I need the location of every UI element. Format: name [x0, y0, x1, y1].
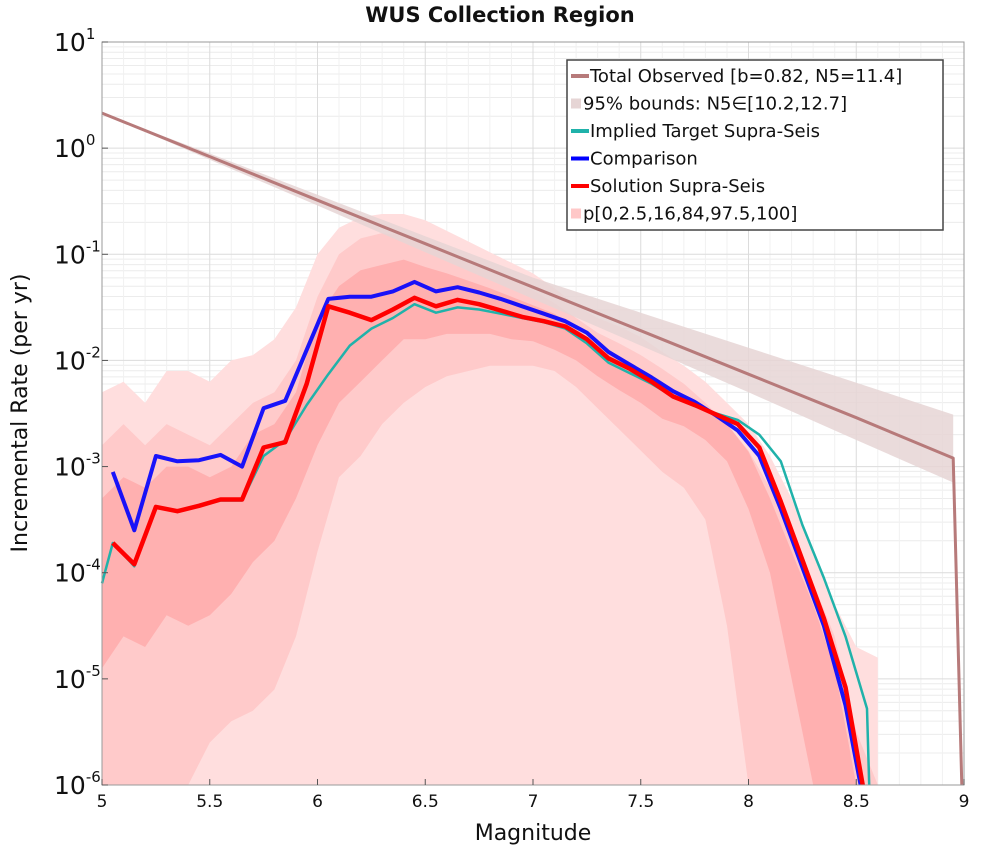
series-line-total-observed-b-0-82-n5-11-4 — [101, 111, 964, 786]
y-tick-label: 10-4 — [54, 556, 101, 588]
x-tick-label: 6.5 — [412, 792, 439, 812]
percentile-band-p0-p100 — [102, 214, 878, 785]
series-lines — [100, 111, 964, 786]
y-axis-label: Incremental Rate (per yr) — [8, 274, 33, 553]
x-tick-label: 8 — [743, 792, 754, 812]
legend-label: Implied Target Supra-Seis — [590, 121, 820, 142]
x-tick-label: 6 — [312, 792, 323, 812]
y-tick-label: 10-1 — [54, 237, 101, 269]
x-axis-label: Magnitude — [475, 821, 592, 846]
legend-swatch-95-bounds-n5-10-2-12-7 — [571, 98, 581, 109]
x-tick-label: 7.5 — [627, 792, 654, 812]
percentile-band-p16-p84 — [102, 259, 878, 786]
legend-label: p[0,2.5,16,84,97.5,100] — [583, 204, 797, 225]
x-axis-ticks: 5 5.5 6 6.5 7 7.5 8 8.5 9 — [97, 779, 970, 812]
legend-swatch-p-0-2-5-16-84-97-5-100 — [571, 208, 581, 219]
legend-box — [566, 59, 944, 231]
legend-label: Solution Supra-Seis — [590, 176, 765, 197]
series-line-comparison — [110, 279, 863, 786]
x-tick-label: 8.5 — [843, 792, 870, 812]
legend-label: 95% bounds: N5∈[10.2,12.7] — [583, 94, 847, 115]
series-line-solution-supra-seis — [111, 295, 865, 786]
chart-title: WUS Collection Region — [365, 3, 635, 27]
y-tick-label: 10-2 — [54, 343, 101, 375]
y-tick-label: 10-3 — [54, 450, 101, 482]
y-tick-label: 100 — [54, 131, 95, 163]
legend: Total Observed [b=0.82, N5=11.4] 95% boun… — [566, 59, 944, 231]
x-tick-label: 7 — [528, 792, 539, 812]
y-axis-ticks: 101 100 10-1 10-2 10-3 10-4 10-5 10-6 — [54, 25, 108, 800]
y-tick-label: 10-6 — [54, 768, 101, 800]
y-tick-label: 101 — [54, 25, 95, 57]
x-tick-label: 9 — [959, 792, 970, 812]
x-tick-label: 5.5 — [196, 792, 223, 812]
y-tick-label: 10-5 — [54, 662, 101, 694]
x-tick-label: 5 — [97, 792, 108, 812]
legend-label: Total Observed [b=0.82, N5=11.4] — [589, 66, 902, 87]
legend-label: Comparison — [590, 149, 698, 170]
